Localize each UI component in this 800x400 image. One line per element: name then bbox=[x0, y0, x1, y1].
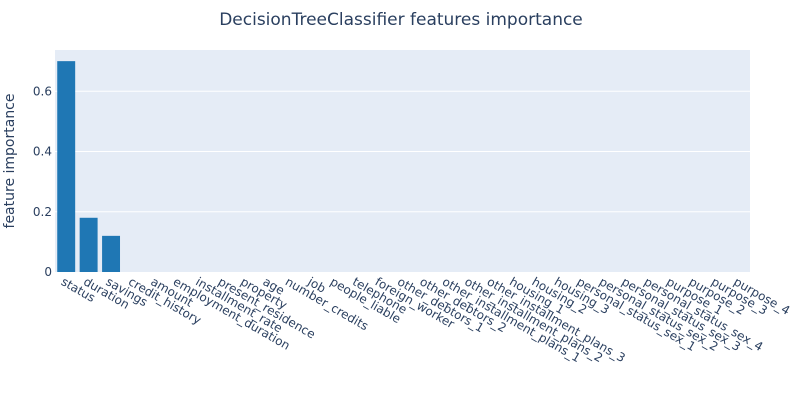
chart-title: DecisionTreeClassifier features importan… bbox=[219, 10, 583, 30]
x-tick-labels: statusdurationsavingscredit_historyamoun… bbox=[59, 274, 793, 365]
y-tick-label: 0 bbox=[44, 265, 52, 279]
y-tick-label: 0.6 bbox=[33, 84, 52, 98]
y-tick-label: 0.4 bbox=[33, 145, 52, 159]
bar-savings bbox=[102, 235, 121, 272]
y-tick-labels: 0 0.2 0.4 0.6 bbox=[33, 84, 52, 279]
bar-series bbox=[57, 61, 121, 272]
plot-background bbox=[55, 50, 750, 272]
bar-status bbox=[57, 61, 76, 272]
bar-duration bbox=[79, 217, 98, 272]
y-tick-label: 0.2 bbox=[33, 205, 52, 219]
y-axis-title: feature importance bbox=[2, 94, 18, 229]
y-gridlines bbox=[55, 90, 750, 213]
